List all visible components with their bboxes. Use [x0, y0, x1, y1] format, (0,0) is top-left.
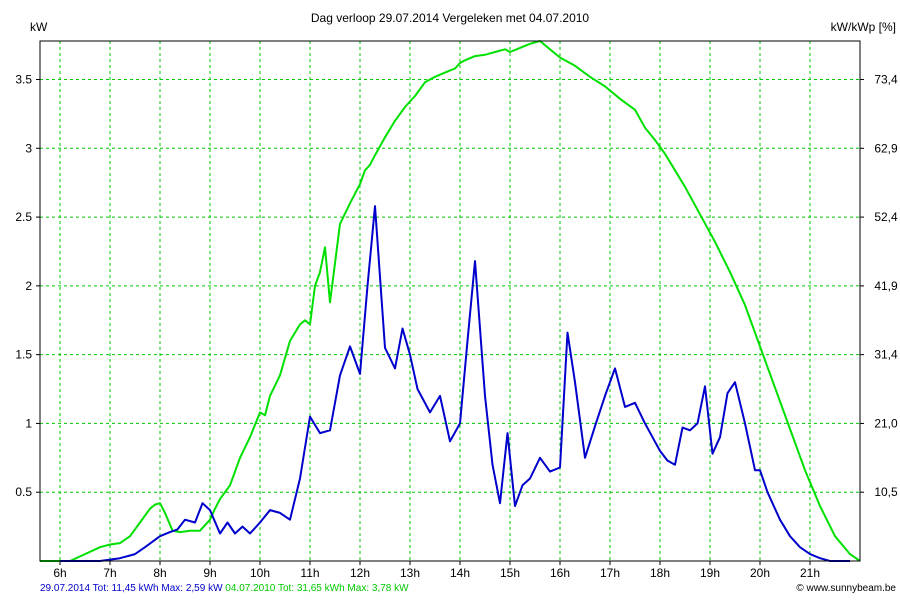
y-axis-right: 10,5 21,0 31,4 41,9 52,4 62,9 73,4	[860, 73, 898, 499]
x-tick-label: 7h	[103, 566, 116, 580]
x-tick-label: 19h	[700, 566, 720, 580]
legend-2014: 29.07.2014 Tot: 11,45 kWh Max: 2,59 kW	[40, 583, 223, 594]
y-tick-label: 1.5	[15, 348, 32, 362]
y-axis-left: 0.5 1 1.5 2 2.5 3 3.5	[15, 73, 40, 499]
y2-tick-label: 52,4	[874, 210, 898, 224]
x-axis: 6h 7h 8h 9h 10h 11h 12h 13h 14h 15h 16h 17h 18h 19h 20…	[53, 561, 820, 580]
y2-tick-label: 62,9	[874, 141, 898, 155]
legend-2010: 04.07.2010 Tot: 31,65 kWh Max: 3,78 kW	[225, 583, 409, 594]
copyright: © www.sunnybeam.be	[796, 583, 896, 594]
x-tick-label: 18h	[650, 566, 670, 580]
x-tick-label: 10h	[250, 566, 270, 580]
chart-title: Dag verloop 29.07.2014 Vergeleken met 04…	[311, 11, 590, 25]
x-tick-label: 6h	[53, 566, 66, 580]
y-tick-label: 3	[25, 141, 32, 155]
x-tick-label: 15h	[500, 566, 520, 580]
y-tick-label: 2	[25, 279, 32, 293]
x-tick-label: 14h	[450, 566, 470, 580]
x-tick-label: 21h	[800, 566, 820, 580]
y-tick-label: 0.5	[15, 485, 32, 499]
x-tick-label: 17h	[600, 566, 620, 580]
x-tick-label: 9h	[203, 566, 216, 580]
x-tick-label: 11h	[300, 566, 319, 580]
series-line-04.07.2010	[40, 40, 861, 562]
x-tick-label: 8h	[153, 566, 166, 580]
x-tick-label: 20h	[750, 566, 770, 580]
x-tick-label: 13h	[400, 566, 420, 580]
y-tick-label: 3.5	[15, 73, 32, 87]
y-tick-label: 2.5	[15, 210, 32, 224]
y2-tick-label: 41,9	[874, 279, 898, 293]
y2-tick-label: 31,4	[874, 348, 898, 362]
series-layer	[40, 40, 861, 562]
y-tick-label: 1	[25, 416, 32, 430]
y2-tick-label: 10,5	[874, 485, 898, 499]
y2-tick-label: 73,4	[874, 73, 898, 87]
plot-frame	[39, 40, 861, 562]
y-axis-left-label: kW	[30, 20, 48, 34]
series-line-29.07.2014	[60, 205, 850, 562]
x-tick-label: 12h	[350, 566, 370, 580]
footer-legend: 29.07.2014 Tot: 11,45 kWh Max: 2,59 kW 0…	[40, 583, 409, 594]
grid	[40, 41, 860, 561]
y2-tick-label: 21,0	[874, 416, 898, 430]
x-tick-label: 16h	[550, 566, 570, 580]
y-axis-right-label: kW/kWp [%]	[831, 20, 896, 34]
